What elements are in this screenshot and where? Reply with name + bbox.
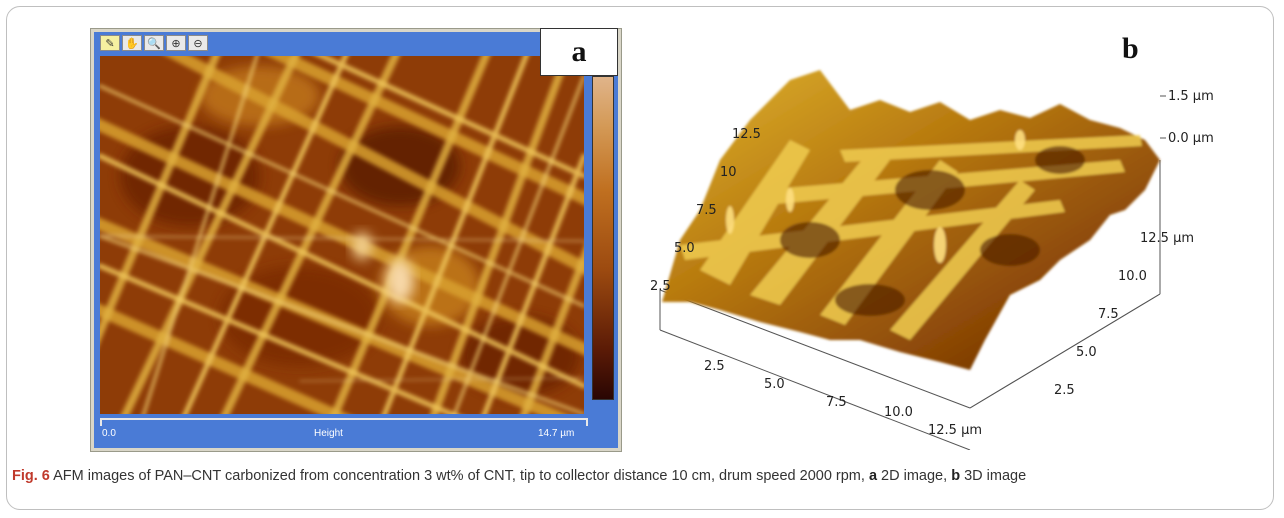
zoom-out-icon[interactable]: ⊖ (188, 35, 208, 51)
scale-name-label: Height (314, 428, 343, 439)
scale-bar-line (100, 418, 588, 420)
figure-caption: Fig. 6 AFM images of PAN–CNT carbonized … (12, 466, 1272, 486)
scale-tick-start (100, 418, 102, 426)
right-tick-10-0: 10.0 (1118, 269, 1147, 284)
right-tick-2-5: 2.5 (1054, 383, 1075, 398)
z-tick-top: 1.5 µm (1168, 89, 1214, 104)
ruler-icon[interactable]: ✎ (100, 35, 120, 51)
z-tick-mid: 0.0 µm (1168, 131, 1214, 146)
bottom-tick-10-0: 10.0 (884, 405, 913, 420)
bottom-tick-2-5: 2.5 (704, 359, 725, 374)
caption-ref-a: a (868, 468, 878, 484)
scale-bar-area (100, 418, 588, 444)
caption-ref-b: b (951, 468, 961, 484)
left-tick-12-5: 12.5 (732, 127, 761, 142)
panel-a-label: a (540, 28, 618, 76)
caption-text-2: 2D image, (877, 468, 952, 484)
scale-end-label: 14.7 µm (538, 428, 575, 439)
axes-box (659, 160, 1161, 450)
right-tick-7-5: 7.5 (1098, 307, 1119, 322)
height-colorbar (592, 76, 614, 400)
afm-toolbar: ✎ ✋ 🔍 ⊕ ⊖ (100, 35, 208, 53)
right-tick-5-0: 5.0 (1076, 345, 1097, 360)
magnifier-icon[interactable]: 🔍 (144, 35, 164, 51)
left-tick-10: 10 (720, 165, 737, 180)
hand-icon[interactable]: ✋ (122, 35, 142, 51)
figure-number: Fig. 6 (12, 468, 50, 484)
left-tick-2-5: 2.5 (650, 279, 671, 294)
caption-text-1: AFM images of PAN–CNT carbonized from co… (49, 468, 869, 484)
right-tick-12-5: 12.5 µm (1140, 231, 1194, 246)
caption-text-3: 3D image (960, 468, 1027, 484)
surface-mesh (662, 70, 1160, 370)
left-tick-7-5: 7.5 (696, 203, 717, 218)
bottom-tick-12-5: 12.5 µm (928, 423, 982, 438)
afm-2d-height-map (100, 56, 584, 414)
afm-3d-surface-plot: 1.5 µm 0.0 µm 12.5 10 7.5 5.0 2.5 12.5 µ… (650, 70, 1214, 450)
scale-start-label: 0.0 (102, 428, 116, 439)
left-tick-5-0: 5.0 (674, 241, 695, 256)
zoom-in-icon[interactable]: ⊕ (166, 35, 186, 51)
bottom-tick-7-5: 7.5 (826, 395, 847, 410)
panel-b-label: b (1122, 32, 1139, 65)
scale-tick-end (586, 418, 588, 426)
bottom-tick-5-0: 5.0 (764, 377, 785, 392)
